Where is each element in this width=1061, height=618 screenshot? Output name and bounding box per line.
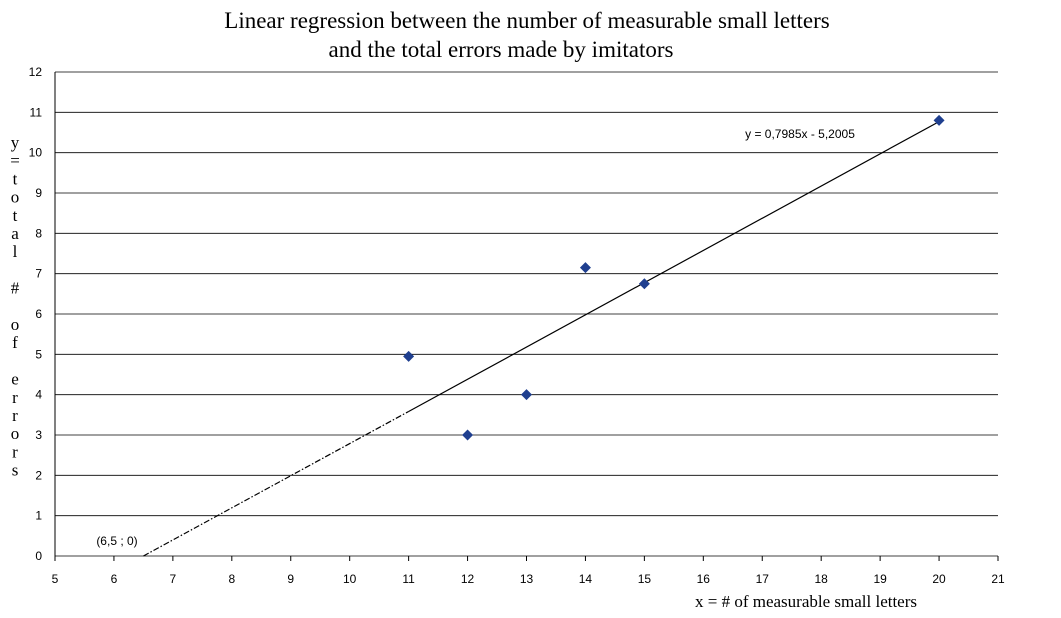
x-tick-labels: 5 6 7 8 9 10 11 12 13 14 15 16 17 18 19 20 21 (52, 572, 1005, 586)
y-axis-label-char: s (12, 461, 19, 480)
y-tick-label: 1 (35, 509, 42, 523)
x-tick-label: 6 (111, 572, 118, 586)
y-axis-label-char: a (11, 224, 19, 243)
y-tick-label: 3 (35, 428, 42, 442)
chart-title-line-1: Linear regression between the number of … (224, 8, 829, 33)
x-tick-label: 17 (756, 572, 770, 586)
x-tick-label: 13 (520, 572, 534, 586)
y-axis-label-char: o (11, 424, 20, 443)
y-axis-label-char: r (12, 442, 18, 461)
gridlines (54, 71, 999, 561)
y-axis-label-char: t (13, 169, 18, 188)
data-points (403, 114, 945, 441)
x-tick-label: 11 (402, 572, 415, 586)
y-axis-label-char: e (11, 370, 19, 389)
x-tick-label: 10 (343, 572, 357, 586)
x-tick-label: 16 (697, 572, 711, 586)
y-tick-label: 4 (35, 388, 42, 402)
y-tick-label: 5 (35, 347, 42, 361)
intercept-annotation: (6,5 ; 0) (96, 534, 137, 548)
y-axis-label-char: r (12, 388, 18, 407)
y-tick-label: 0 (35, 549, 42, 563)
y-tick-label: 7 (35, 267, 42, 281)
y-axis-label-char: o (11, 315, 20, 334)
data-point (638, 278, 650, 290)
y-tick-label: 2 (35, 468, 42, 482)
x-tick-label: 18 (815, 572, 829, 586)
y-axis-label-char: y (11, 133, 20, 152)
y-axis-label-char: = (10, 151, 20, 170)
chart-title-line-2: and the total errors made by imitators (329, 37, 674, 62)
y-axis-label-char: # (11, 279, 20, 298)
data-point (579, 262, 591, 274)
y-axis-label-char: o (11, 188, 20, 207)
y-axis-label-char: t (13, 206, 18, 225)
x-tick-label: 9 (287, 572, 294, 586)
y-tick-label: 12 (29, 65, 43, 79)
trendline-fit (408, 121, 940, 413)
trendline (143, 121, 940, 557)
data-point (403, 350, 415, 362)
y-tick-label: 6 (35, 307, 42, 321)
x-tick-label: 8 (228, 572, 235, 586)
x-tick-label: 12 (461, 572, 475, 586)
y-axis-label-char: l (13, 242, 18, 261)
y-axis-label-char: r (12, 406, 18, 425)
x-tick-label: 19 (873, 572, 887, 586)
data-point (462, 429, 474, 441)
trendline-extrapolated (143, 410, 409, 557)
y-tick-label: 8 (35, 226, 42, 240)
x-tick-label: 5 (52, 572, 59, 586)
y-tick-label: 10 (29, 146, 43, 160)
x-axis-label: x = # of measurable small letters (695, 592, 917, 611)
data-point (933, 114, 945, 126)
x-tick-label: 14 (579, 572, 593, 586)
x-tick-label: 21 (991, 572, 1005, 586)
x-tick-label: 15 (638, 572, 652, 586)
data-point (521, 389, 532, 401)
trendline-equation: y = 0,7985x - 5,2005 (745, 127, 855, 141)
x-tick-label: 20 (932, 572, 946, 586)
y-tick-label: 11 (30, 105, 43, 119)
y-tick-label: 9 (35, 186, 42, 200)
x-tick-label: 7 (170, 572, 177, 586)
y-axis-label-char: f (12, 333, 18, 352)
